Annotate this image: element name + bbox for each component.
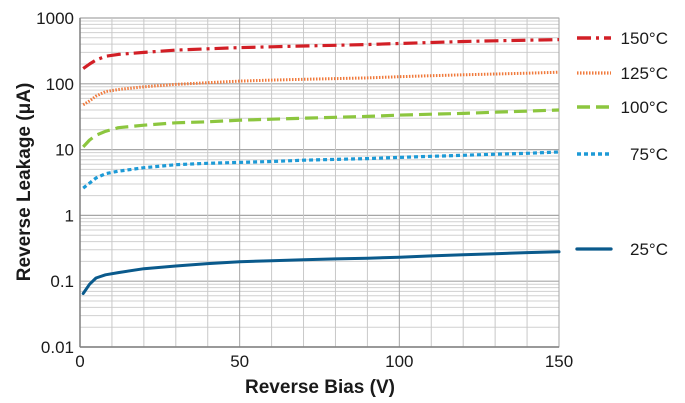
- x-tick-label: 100: [385, 352, 413, 371]
- legend-label: 125°C: [621, 64, 668, 83]
- legend-label: 150°C: [621, 29, 668, 48]
- series-line-75c: [82, 150, 560, 190]
- y-tick-label: 100: [46, 75, 74, 94]
- y-tick-label: 1000: [36, 9, 74, 28]
- series-line-100c: [82, 108, 560, 148]
- y-tick-label: 0.1: [50, 272, 74, 291]
- legend-label: 25°C: [630, 240, 668, 259]
- series-layer: [81, 38, 561, 295]
- plot-area: [79, 17, 560, 348]
- legend-label: 75°C: [630, 145, 668, 164]
- y-axis-label: Reverse Leakage (μA): [14, 83, 35, 282]
- legend-label: 100°C: [621, 98, 668, 117]
- y-tick-label: 10: [55, 141, 74, 160]
- ticks: 0 50 100 150 0.01 0.1 1 10 100 1000: [36, 9, 573, 371]
- x-axis-label: Reverse Bias (V): [245, 377, 395, 398]
- y-tick-label: 0.01: [41, 338, 74, 357]
- series-line-25c: [81, 250, 561, 295]
- x-tick-label: 0: [75, 352, 84, 371]
- legend: 150°C 125°C 100°C 75°C 25°C: [575, 29, 668, 259]
- series-line-125c: [82, 70, 560, 107]
- grid: [79, 17, 560, 348]
- y-tick-label: 1: [65, 206, 74, 225]
- series-line-150c: [82, 38, 560, 70]
- x-tick-label: 150: [545, 352, 573, 371]
- x-tick-label: 50: [230, 352, 249, 371]
